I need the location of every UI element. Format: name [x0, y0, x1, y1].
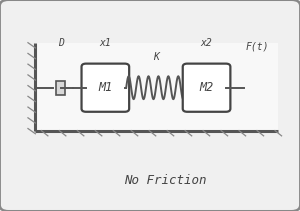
Text: x2: x2: [201, 38, 212, 48]
Text: No Friction: No Friction: [124, 174, 206, 187]
Text: M2: M2: [200, 81, 214, 94]
Text: K: K: [153, 52, 159, 62]
Text: D: D: [58, 38, 64, 48]
Bar: [56, 81, 65, 95]
FancyBboxPatch shape: [183, 64, 230, 112]
Text: M1: M1: [98, 81, 112, 94]
Text: x1: x1: [100, 38, 111, 48]
Text: F(t): F(t): [245, 41, 269, 51]
Bar: [35, 43, 278, 131]
FancyBboxPatch shape: [82, 64, 129, 112]
